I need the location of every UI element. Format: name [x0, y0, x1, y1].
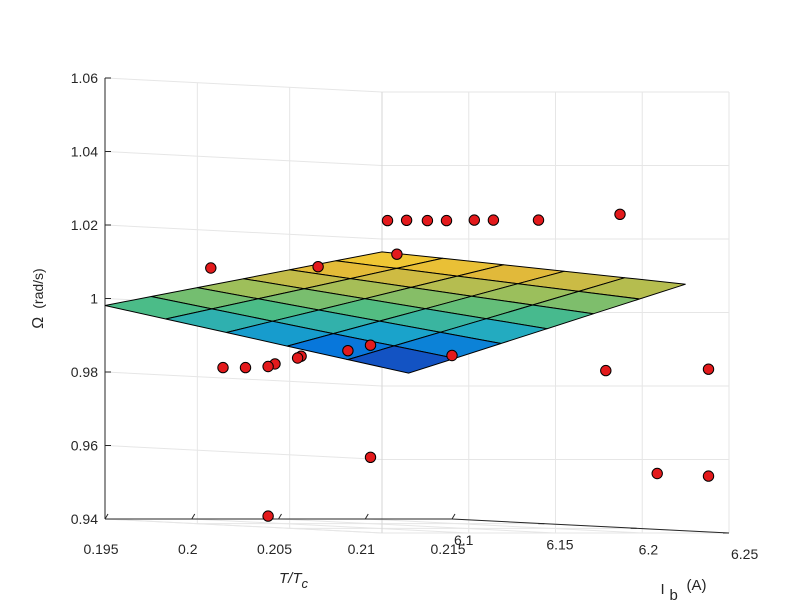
- data-point: [342, 345, 354, 357]
- x-axis-label-sub: c: [302, 576, 309, 591]
- data-point: [600, 364, 612, 377]
- data-point: [381, 214, 394, 227]
- y-axis-label-unit: (A): [687, 577, 707, 594]
- grid-line-z: [104, 445, 383, 460]
- z-tick-label: 0.94: [71, 511, 98, 527]
- data-point: [468, 214, 480, 226]
- grid-line-x-floor: [191, 518, 469, 534]
- fitted-surface: [104, 251, 686, 374]
- data-point: [364, 339, 377, 351]
- grid-line-z: [104, 77, 383, 93]
- data-point: [614, 208, 626, 221]
- z-tick-label: 1.06: [71, 70, 98, 86]
- data-point: [440, 214, 453, 227]
- x-tick-mark: [451, 513, 456, 520]
- data-point: [217, 361, 229, 374]
- data-point: [487, 214, 500, 226]
- data-point: [446, 349, 458, 362]
- data-point: [291, 352, 304, 364]
- data-point: [651, 467, 663, 480]
- x-tick-label: 0.21: [348, 541, 375, 557]
- grid-line-z: [104, 151, 383, 166]
- data-point: [262, 510, 274, 522]
- y-axis-label-main: I: [661, 581, 665, 598]
- data-point: [239, 361, 252, 374]
- x-tick-label: 0.195: [83, 541, 118, 557]
- y-tick-label: 6.15: [546, 537, 573, 553]
- z-tick-label: 1.04: [71, 144, 98, 160]
- axis-lines: [104, 77, 730, 534]
- z-axis-label-main: Ω: [30, 317, 47, 329]
- grid-line-z: [104, 371, 383, 387]
- x-axis-label-main: T/T: [279, 570, 303, 587]
- y-tick-label: 6.1: [454, 532, 474, 548]
- grid-line-x-floor: [104, 518, 383, 534]
- x-tick-mark: [104, 513, 109, 520]
- back-gridlines: [104, 77, 730, 534]
- y-tick-label: 6.2: [639, 541, 659, 557]
- x-tick-label: 0.215: [430, 541, 465, 557]
- data-point: [205, 262, 217, 274]
- z-tick-label: 1.02: [71, 217, 98, 233]
- data-point: [532, 214, 545, 226]
- data-point: [364, 451, 377, 463]
- data-point: [391, 248, 403, 260]
- y-axis-label: I b (A): [661, 577, 707, 604]
- z-tick-label: 0.98: [71, 364, 98, 380]
- x-axis-label: T/Tc: [279, 570, 309, 591]
- x-tick-mark: [364, 513, 369, 520]
- data-point: [702, 470, 715, 482]
- data-point: [312, 261, 324, 273]
- data-point: [400, 214, 413, 227]
- z-axis-label-unit: (rad/s): [30, 268, 46, 308]
- y-axis-line: [451, 518, 730, 534]
- x-tick-label: 0.2: [178, 541, 198, 557]
- y-axis-label-sub: b: [670, 587, 678, 604]
- x-tick-label: 0.205: [257, 541, 292, 557]
- x-tick-mark: [278, 513, 282, 520]
- data-point: [262, 360, 274, 373]
- data-point: [421, 214, 434, 227]
- data-point: [702, 363, 715, 375]
- z-axis-label: Ω (rad/s): [30, 268, 47, 328]
- data-points: [205, 208, 715, 522]
- grid-line-x-floor: [365, 518, 643, 534]
- z-tick-label: 0.96: [71, 438, 98, 454]
- z-tick-label: 1: [90, 291, 98, 307]
- y-tick-label: 6.25: [731, 546, 758, 562]
- grid-line-z: [104, 224, 383, 240]
- tick-labels: 0.94 0.96 0.98 1 1.02 1.04 1.06 0.195 0.2 0.205 0.…: [71, 70, 759, 562]
- grid-line-x-floor: [278, 518, 556, 534]
- x-tick-mark: [191, 513, 196, 520]
